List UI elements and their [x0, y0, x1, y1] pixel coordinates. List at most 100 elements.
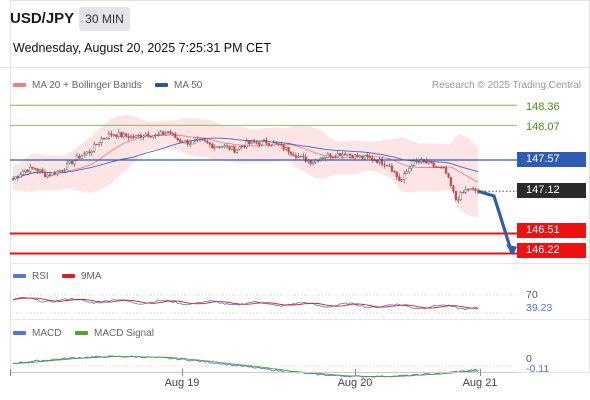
candle-body: [203, 139, 206, 142]
candle-body: [230, 146, 234, 150]
candle-body: [363, 154, 366, 159]
candle-body: [228, 145, 231, 150]
candle-body: [218, 146, 221, 148]
candle-body: [294, 155, 297, 158]
macd-panel: [10, 355, 517, 378]
candle-body: [321, 157, 325, 160]
candle-body: [346, 153, 349, 156]
candle-body: [417, 161, 421, 163]
candle-body: [398, 176, 401, 182]
candle-body: [144, 133, 147, 137]
candle-body: [56, 171, 59, 175]
level-tag-s2: 146.22: [517, 243, 586, 258]
candle-body: [452, 185, 455, 192]
candle-body: [83, 153, 86, 157]
symbol-title: USD/JPY: [10, 10, 75, 27]
candle-body: [459, 192, 462, 200]
candle-body: [412, 160, 416, 166]
candle-body: [220, 146, 224, 148]
candle-body: [53, 172, 56, 175]
ma50-label: MA 50: [174, 80, 203, 91]
candle-body: [260, 140, 263, 145]
candle-body: [287, 147, 290, 153]
candle-body: [164, 132, 167, 135]
candle-body: [329, 153, 332, 158]
candle-body: [388, 165, 391, 167]
candle-body: [36, 168, 39, 172]
candle-body: [134, 135, 138, 138]
level-tag-pivot: 147.57: [517, 152, 586, 167]
candle-body: [132, 135, 135, 138]
candle-body: [302, 155, 305, 158]
candle-body: [368, 156, 371, 158]
candle-body: [191, 140, 194, 145]
candle-body: [341, 153, 344, 157]
candle-body: [78, 155, 81, 159]
candle-body: [252, 140, 256, 143]
candle-body: [400, 179, 403, 182]
candle-body: [285, 147, 288, 150]
candle-body: [405, 171, 408, 174]
candle-body: [39, 169, 42, 172]
candle-body: [154, 134, 157, 136]
candle-body: [186, 140, 189, 145]
candle-body: [435, 166, 438, 168]
candle-body: [14, 176, 17, 179]
candle-body: [213, 146, 216, 149]
candle-body: [80, 155, 83, 159]
timeframe-badge[interactable]: 30 MIN: [79, 7, 130, 31]
candle-body: [147, 133, 150, 137]
candle-body: [425, 160, 428, 164]
candle-body: [344, 153, 347, 156]
candle-body: [437, 166, 440, 169]
candle-body: [166, 131, 170, 134]
candle-body: [125, 133, 128, 137]
macd-swatch: [13, 331, 26, 336]
level-tag-last: 147.12: [517, 183, 586, 198]
candle-body: [31, 166, 34, 169]
x-axis: [10, 369, 517, 376]
candle-body: [282, 144, 285, 150]
candle-body: [358, 155, 361, 158]
candle-body: [312, 161, 315, 164]
x-tick-aug19: Aug 19: [164, 377, 200, 389]
candle-body: [129, 135, 133, 139]
rsi-ma-line: [12, 297, 479, 309]
candle-body: [100, 138, 103, 144]
candle-body: [122, 133, 125, 137]
candle-body: [267, 143, 270, 146]
candle-body: [90, 151, 93, 153]
candle-body: [380, 158, 384, 165]
candle-body: [142, 135, 145, 138]
ma20-swatch: [13, 83, 26, 88]
candle-body: [107, 133, 111, 139]
candle-body: [188, 143, 192, 145]
macd-value-label: -0.11: [526, 363, 550, 375]
candle-body: [469, 188, 472, 191]
x-tick-aug20: Aug 20: [337, 377, 373, 389]
candle-body: [48, 174, 51, 176]
candle-body: [193, 139, 197, 142]
candle-body: [336, 153, 339, 158]
candle-body: [34, 168, 37, 170]
macd-signal-line: [12, 356, 479, 378]
legend-macd-signal: MACD Signal: [75, 328, 154, 339]
candle-body: [385, 165, 389, 167]
candle-body: [462, 192, 465, 194]
legend-rsi-ma: 9MA: [62, 271, 102, 282]
candle-body: [115, 134, 118, 137]
candle-body: [432, 162, 435, 167]
candle-body: [277, 143, 280, 145]
candle-body: [378, 158, 381, 163]
bollinger-band: [13, 114, 478, 218]
candle-body: [339, 153, 342, 157]
candle-body: [472, 188, 475, 190]
legend-ma50: MA 50: [155, 80, 202, 91]
forecast-arrow: [477, 189, 514, 255]
candle-body: [102, 138, 106, 140]
candle-body: [265, 139, 268, 144]
macd-signal-label: MACD Signal: [94, 328, 155, 339]
candle-body: [427, 161, 430, 164]
candle-body: [383, 164, 386, 166]
forecast-arrow-head: [506, 244, 517, 256]
